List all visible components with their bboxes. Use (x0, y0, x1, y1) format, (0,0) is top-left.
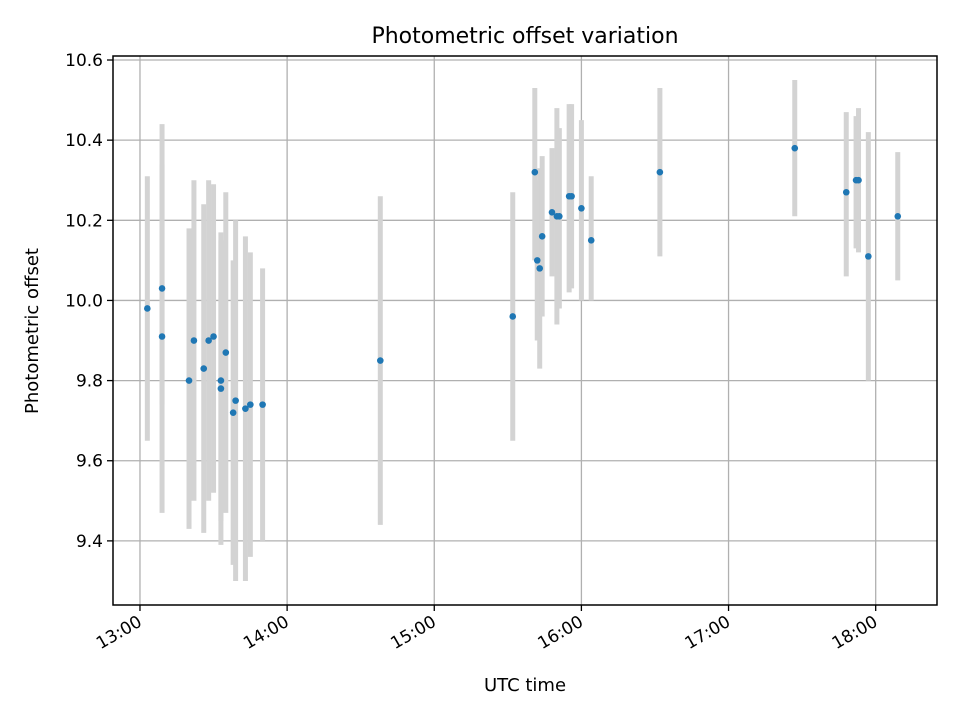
y-axis-label: Photometric offset (22, 248, 43, 414)
y-tick-label-0: 9.4 (76, 532, 103, 552)
x-tick-label-0: 13:00 (93, 612, 145, 654)
x-tick-label-3: 16:00 (534, 612, 586, 654)
data-point-34 (865, 253, 872, 260)
data-point-14 (247, 401, 254, 408)
data-point-5 (200, 365, 208, 372)
x-axis-label: UTC time (484, 675, 566, 696)
y-tick-label-2: 9.8 (76, 372, 103, 392)
x-tick-label-2: 15:00 (387, 612, 439, 654)
data-point-0 (144, 305, 151, 312)
data-point-8 (217, 385, 225, 392)
data-point-6 (205, 337, 212, 344)
chart-title: Photometric offset variation (371, 24, 678, 49)
data-point-33 (855, 176, 862, 184)
data-point-13 (242, 405, 249, 412)
plot-frame (112, 55, 938, 606)
y-tick-label-6: 10.6 (65, 51, 103, 71)
data-point-7 (210, 333, 217, 340)
data-point-2 (158, 333, 166, 340)
y-tick-label-1: 9.6 (76, 452, 103, 472)
grid-layer (113, 56, 937, 605)
data-point-18 (531, 168, 539, 176)
y-tick-label-5: 10.4 (65, 131, 103, 151)
data-point-19 (533, 257, 541, 264)
x-tick-label-1: 14:00 (240, 612, 292, 654)
data-point-20 (536, 265, 544, 272)
data-point-27 (578, 204, 585, 212)
data-points (144, 144, 902, 416)
data-point-35 (894, 212, 902, 220)
y-tick-label-3: 10.0 (65, 291, 103, 311)
data-point-28 (587, 237, 595, 244)
x-tick-label-4: 17:00 (682, 612, 734, 654)
data-point-9 (217, 377, 225, 384)
data-point-1 (158, 285, 166, 292)
data-point-29 (656, 168, 664, 176)
data-point-11 (229, 409, 237, 416)
x-tick-label-5: 18:00 (829, 612, 881, 654)
data-point-17 (509, 313, 517, 320)
data-point-26 (568, 192, 575, 200)
y-tick-label-4: 10.2 (65, 211, 103, 231)
data-point-31 (842, 188, 850, 196)
data-point-24 (556, 212, 563, 220)
data-point-16 (377, 357, 384, 364)
data-point-4 (190, 337, 198, 344)
error-bars (144, 80, 901, 581)
data-point-3 (185, 377, 193, 384)
data-point-12 (232, 397, 239, 404)
data-point-21 (538, 233, 546, 240)
data-point-10 (222, 349, 230, 356)
data-point-22 (548, 208, 556, 216)
data-point-30 (791, 144, 799, 152)
data-point-15 (259, 401, 266, 408)
